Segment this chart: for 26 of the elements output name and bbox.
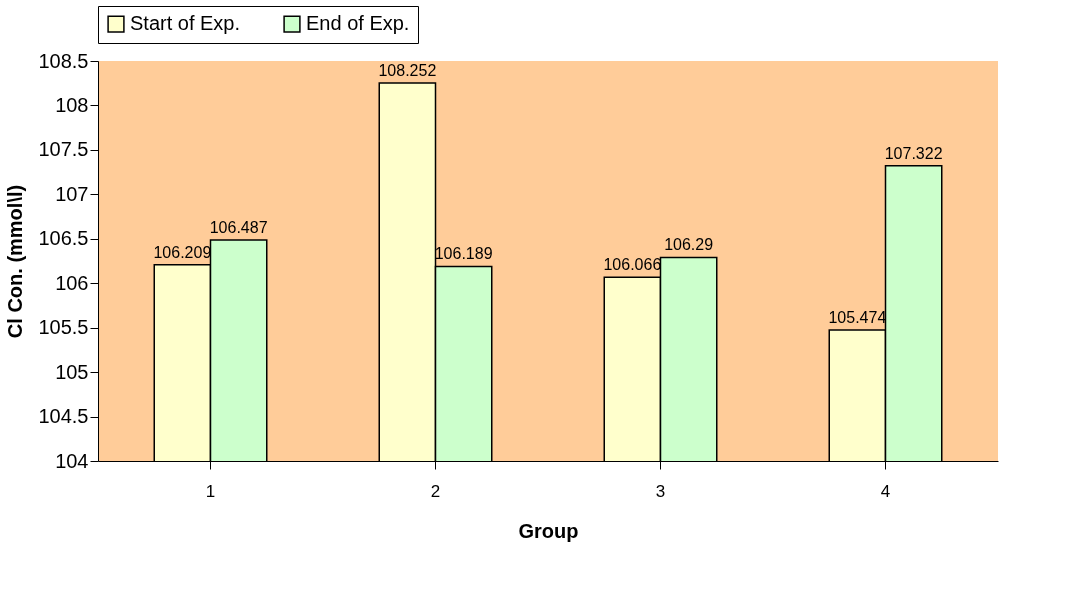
x-tick-label: 1 (205, 481, 216, 501)
y-tick-label: 107 (55, 182, 89, 205)
data-label: 106.066 (603, 256, 662, 274)
data-label: 108.252 (378, 62, 437, 80)
x-axis-title: Group (518, 519, 579, 542)
y-tick-label: 105.5 (38, 316, 89, 339)
y-tick-label: 104.5 (38, 405, 89, 428)
legend-label: Start of Exp. (130, 12, 241, 35)
y-tick-label: 104 (55, 449, 89, 472)
x-tick-label: 4 (880, 481, 891, 501)
data-label: 105.474 (828, 308, 887, 326)
data-label: 107.322 (884, 144, 943, 162)
x-tick-label: 3 (655, 481, 666, 501)
data-label: 106.29 (664, 236, 714, 254)
y-tick-label: 108.5 (38, 49, 89, 72)
y-tick-label: 105 (55, 360, 89, 383)
data-label: 106.209 (153, 243, 212, 261)
data-label: 106.189 (434, 245, 493, 263)
y-tick-label: 106 (55, 271, 89, 294)
data-label: 106.487 (209, 218, 268, 236)
legend-label: End of Exp. (306, 12, 410, 35)
x-tick-label: 2 (430, 481, 441, 501)
y-tick-label: 106.5 (38, 227, 89, 250)
y-tick-label: 107.5 (38, 138, 89, 161)
y-tick-label: 108 (55, 93, 89, 116)
y-axis-title: Cl Con. (mmol\l) (4, 184, 27, 339)
